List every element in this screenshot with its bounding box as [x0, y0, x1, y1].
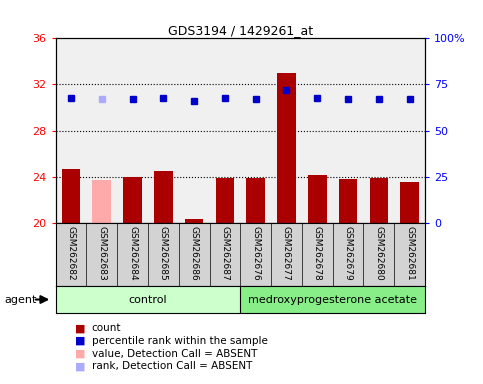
Text: ■: ■: [75, 349, 85, 359]
Bar: [92, 180, 111, 223]
Text: count: count: [92, 323, 121, 333]
Bar: [240, 286, 425, 313]
Bar: [123, 177, 142, 223]
Text: rank, Detection Call = ABSENT: rank, Detection Call = ABSENT: [92, 361, 252, 371]
Bar: [339, 179, 357, 223]
Bar: [56, 286, 241, 313]
Bar: [308, 175, 327, 223]
Text: GSM262683: GSM262683: [97, 226, 106, 281]
Text: GSM262679: GSM262679: [343, 226, 353, 281]
Text: control: control: [128, 295, 167, 305]
Text: GSM262678: GSM262678: [313, 226, 322, 281]
Text: GSM262685: GSM262685: [159, 226, 168, 281]
Bar: [400, 182, 419, 223]
Text: GSM262687: GSM262687: [220, 226, 229, 281]
Text: GSM262681: GSM262681: [405, 226, 414, 281]
Text: percentile rank within the sample: percentile rank within the sample: [92, 336, 268, 346]
Text: agent: agent: [5, 295, 37, 305]
Text: ■: ■: [75, 361, 85, 371]
Bar: [215, 178, 234, 223]
Bar: [277, 73, 296, 223]
Text: GSM262686: GSM262686: [190, 226, 199, 281]
Text: ■: ■: [75, 336, 85, 346]
Bar: [185, 219, 203, 223]
Text: GSM262677: GSM262677: [282, 226, 291, 281]
Text: value, Detection Call = ABSENT: value, Detection Call = ABSENT: [92, 349, 257, 359]
Bar: [154, 171, 172, 223]
Text: GSM262676: GSM262676: [251, 226, 260, 281]
Text: GSM262682: GSM262682: [67, 226, 75, 281]
Text: GSM262680: GSM262680: [374, 226, 384, 281]
Title: GDS3194 / 1429261_at: GDS3194 / 1429261_at: [168, 24, 313, 37]
Text: GSM262684: GSM262684: [128, 226, 137, 281]
Text: ■: ■: [75, 323, 85, 333]
Bar: [246, 178, 265, 223]
Bar: [369, 178, 388, 223]
Bar: [62, 169, 80, 223]
Text: medroxyprogesterone acetate: medroxyprogesterone acetate: [248, 295, 417, 305]
